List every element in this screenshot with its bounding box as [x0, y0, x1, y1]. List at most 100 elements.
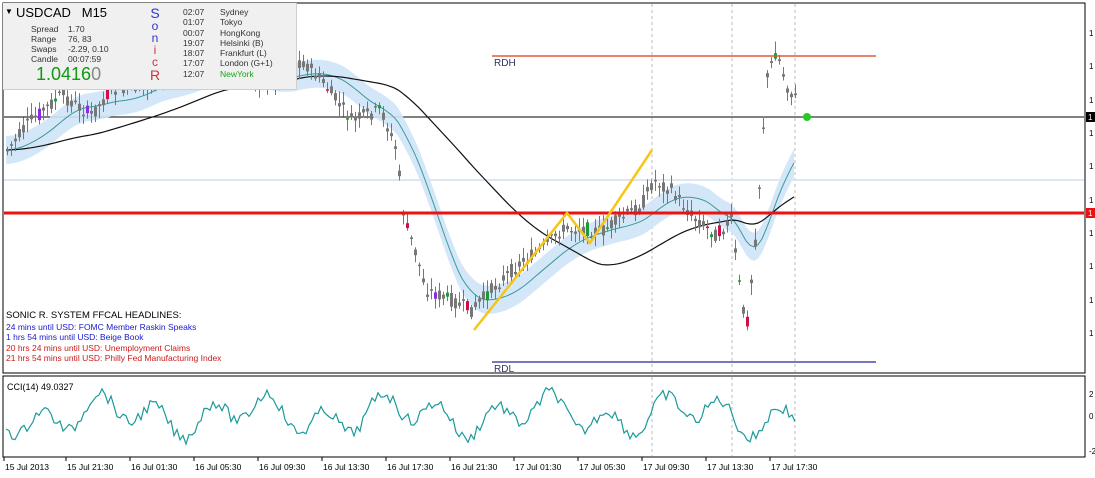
x-tick-label: 16 Jul 17:30 [387, 462, 434, 472]
y-tick-label: 1 [1089, 196, 1094, 205]
candle [54, 89, 57, 110]
candle [738, 274, 741, 286]
candle [762, 116, 765, 134]
rdl-label: RDL [494, 364, 514, 375]
session-row: 00:07 HongKong [183, 28, 273, 38]
candle [702, 214, 705, 231]
candle [590, 232, 593, 240]
candle [582, 217, 585, 243]
candle [654, 169, 657, 191]
candle [794, 84, 797, 99]
candle [478, 295, 481, 309]
candle [298, 50, 301, 80]
candle [398, 164, 401, 181]
candle [710, 231, 713, 248]
candle [6, 146, 9, 156]
zigzag-pattern[interactable] [473, 149, 654, 331]
candle [790, 91, 793, 106]
candle [714, 226, 717, 243]
candle [502, 265, 505, 287]
candle [510, 258, 513, 283]
candle [630, 200, 633, 213]
candle [646, 179, 649, 200]
x-tick-label: 15 Jul 21:30 [67, 462, 114, 472]
candle [346, 110, 349, 131]
cci-subwindow[interactable] [2, 375, 1086, 458]
x-tick-label: 17 Jul 05:30 [579, 462, 626, 472]
candle [394, 139, 397, 160]
session-time: 18:07 [183, 48, 205, 59]
session-time: 01:07 [183, 17, 205, 28]
headlines-title: SONIC R. SYSTEM FFCAL HEADLINES: [6, 310, 182, 321]
x-tick-label: 16 Jul 21:30 [451, 462, 498, 472]
session-row: 02:07 Sydney [183, 7, 273, 17]
candle [310, 58, 313, 80]
price-tag-label: 1 [1088, 113, 1093, 122]
candle [330, 79, 333, 96]
candle [442, 291, 445, 306]
cci-line [5, 386, 796, 447]
candle [86, 100, 89, 119]
session-name: Tokyo [220, 17, 243, 28]
candle [614, 211, 617, 233]
session-row: 18:07 Frankfurt (L) [183, 48, 273, 58]
candle [90, 102, 93, 123]
x-tick-label: 17 Jul 17:30 [771, 462, 818, 472]
candle [602, 215, 605, 246]
candle [558, 230, 561, 246]
support-tag [1086, 208, 1095, 218]
candle [666, 186, 669, 204]
swaps-label: Swaps [31, 44, 57, 54]
candle [14, 133, 17, 152]
swaps-value: -2.29, 0.10 [68, 44, 109, 54]
candle [434, 286, 437, 309]
rdh-label: RDH [494, 58, 516, 69]
candle [30, 103, 33, 124]
session-row: 12:07 NewYork [183, 69, 273, 79]
candle [678, 186, 681, 207]
candle [102, 91, 105, 112]
candle [446, 285, 449, 302]
price-tag [1086, 112, 1095, 122]
cci-tick-label: -2 [1089, 447, 1095, 456]
y-tick-label: 1 [1089, 296, 1094, 305]
symbol-stats: Spread 1.70 Range 76, 83 Swaps -2.29, 0.10 … [31, 24, 109, 64]
candle [754, 228, 757, 250]
symbol-title: USDCAD M15 [16, 5, 107, 20]
candle [18, 122, 21, 142]
candle [726, 213, 729, 233]
sonic-letter: n [151, 31, 159, 45]
candle [390, 123, 393, 141]
candle [46, 101, 49, 116]
candle [454, 293, 457, 318]
candle [658, 183, 661, 197]
candle [22, 117, 25, 140]
candle [494, 278, 497, 300]
candle [358, 103, 361, 128]
cci-tick-label: 0 [1089, 412, 1094, 421]
candle [642, 184, 645, 211]
wave-mid-line [5, 69, 795, 301]
ema-line [5, 75, 795, 266]
candle [450, 284, 453, 312]
candle [26, 107, 29, 133]
session-time: 00:07 [183, 27, 205, 38]
candle-label: Candle [31, 54, 58, 64]
candle [334, 90, 337, 106]
candle [462, 289, 465, 312]
session-name: NewYork [220, 68, 254, 79]
candle [362, 105, 365, 118]
sonic-letter: c [152, 55, 158, 69]
candle [574, 226, 577, 243]
candle [474, 294, 477, 311]
candle [746, 310, 749, 331]
dropdown-arrow-icon[interactable]: ▼ [5, 7, 13, 16]
x-axis: 15 Jul 2013 15 Jul 21:30 16 Jul 01:30 16 Ju… [3, 457, 818, 472]
candle [94, 104, 97, 122]
candle [42, 104, 45, 121]
candle [610, 216, 613, 239]
candle [662, 174, 665, 204]
candle [566, 223, 569, 233]
headline-item: 21 hrs 54 mins until USD: Philly Fed Man… [6, 353, 222, 363]
candle [98, 101, 101, 119]
